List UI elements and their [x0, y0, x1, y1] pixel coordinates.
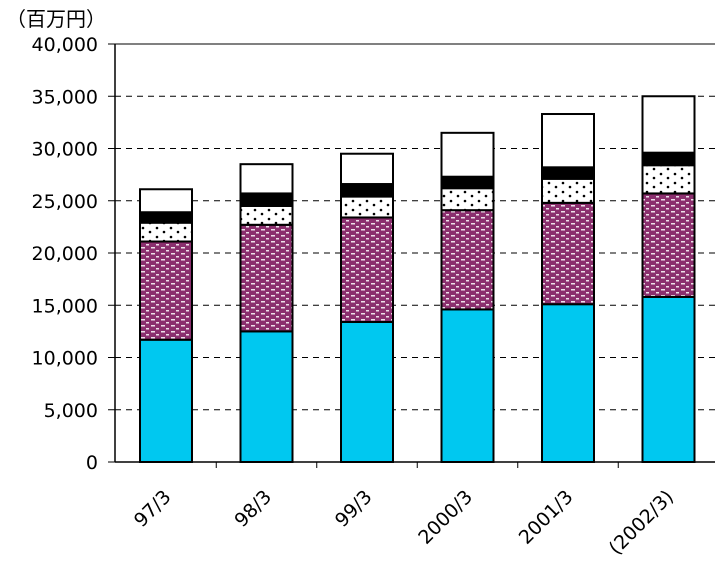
bar-segment-series-3	[340, 195, 394, 219]
bar-segment-series-5	[239, 163, 294, 195]
x-tick-label: 99/3	[331, 486, 377, 532]
bar-segment-series-5	[139, 188, 193, 214]
bar-segment-series-1	[340, 320, 394, 463]
x-tick-label: (2002/3)	[605, 486, 678, 559]
bar-segment-series-2	[440, 209, 495, 311]
bar-segment-series-3	[440, 187, 495, 212]
bar-segment-series-2	[340, 216, 394, 323]
y-tick-label: 35,000	[32, 86, 98, 108]
y-tick-label: 10,000	[32, 348, 98, 370]
bar-segment-series-5	[641, 95, 696, 154]
bar-segment-series-5	[541, 113, 595, 169]
bar-segment-series-5	[440, 131, 495, 178]
bar-segment-series-4	[139, 211, 193, 224]
bar-segment-series-5	[340, 152, 394, 186]
bar-segment-series-1	[440, 308, 495, 463]
bar-segment-series-2	[139, 240, 193, 341]
x-tick-label: 98/3	[230, 486, 276, 532]
bar-segment-series-3	[239, 204, 294, 226]
x-tick-label: 97/3	[130, 486, 176, 532]
y-unit-label: （百万円）	[6, 7, 106, 31]
bar-segment-series-3	[541, 177, 595, 204]
gridlines	[115, 95, 715, 411]
bar-segment-series-4	[541, 166, 595, 180]
bar-segment-series-1	[641, 295, 696, 464]
y-tick-label: 5,000	[44, 400, 98, 422]
bar-segment-series-4	[340, 183, 394, 198]
y-tick-label: 30,000	[32, 139, 98, 161]
y-tick-label: 25,000	[32, 191, 98, 213]
bar-segment-series-1	[541, 303, 595, 463]
bar-segment-series-3	[139, 221, 193, 243]
y-tick-label: 40,000	[32, 34, 98, 56]
x-tick-label: 2000/3	[414, 486, 477, 549]
bars	[139, 95, 696, 464]
y-tick-label: 0	[86, 452, 98, 474]
y-tick-label: 15,000	[32, 295, 98, 317]
bar-segment-series-2	[239, 223, 294, 333]
bar-segment-series-2	[541, 201, 595, 306]
x-tick-label: 2001/3	[515, 486, 578, 549]
bar-segment-series-4	[239, 192, 294, 207]
bar-segment-series-3	[641, 164, 696, 195]
y-tick-label: 20,000	[32, 243, 98, 265]
bar-segment-series-1	[139, 338, 193, 463]
bar-segment-series-4	[440, 175, 495, 190]
bar-segment-series-2	[641, 192, 696, 298]
bar-segment-series-4	[641, 151, 696, 167]
bar-segment-series-1	[239, 330, 294, 463]
